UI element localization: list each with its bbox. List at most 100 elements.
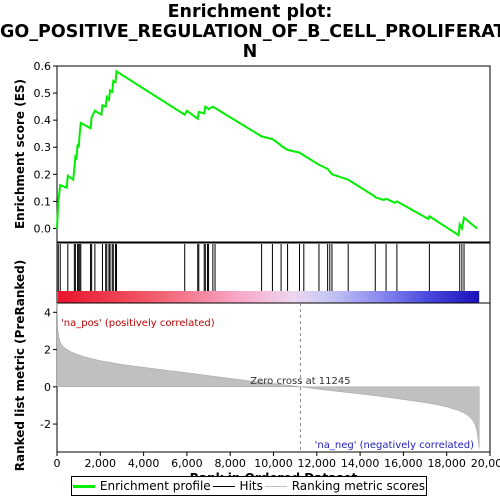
legend-label-hits: Hits	[239, 479, 263, 493]
es-point-41	[287, 149, 289, 151]
xtick-label-1: 2,000	[85, 457, 117, 470]
es-panel-frame	[56, 65, 491, 243]
es-ytick-label-0: 0.0	[34, 222, 52, 235]
es-point-61	[476, 227, 478, 230]
es-point-51	[383, 199, 385, 201]
xtick-label-7: 14,000	[341, 457, 380, 470]
es-point-29	[197, 118, 199, 120]
es-point-28	[186, 110, 188, 112]
es-point-31	[203, 112, 205, 114]
es-point-16	[94, 110, 96, 112]
title-line-2: GO_POSITIVE_REGULATION_OF_B_CELL_PROLIFE…	[0, 22, 500, 42]
es-point-18	[101, 104, 104, 106]
es-point-21	[108, 99, 110, 101]
chart-title: Enrichment plot: GO_POSITIVE_REGULATION_…	[0, 2, 500, 62]
es-point-2	[59, 184, 61, 186]
es-point-38	[271, 138, 273, 140]
es-point-5	[72, 179, 74, 181]
es-point-24	[112, 80, 114, 82]
legend-item-hits: Hits	[212, 479, 263, 493]
ranking-metric-area	[56, 302, 480, 449]
es-point-15	[91, 116, 93, 118]
legend: Enrichment profile Hits Ranking metric s…	[71, 476, 427, 496]
es-point-12	[80, 122, 82, 124]
es-point-19	[105, 106, 107, 108]
es-point-53	[394, 202, 396, 204]
es-point-55	[427, 218, 429, 220]
xtick-label-3: 6,000	[171, 457, 203, 470]
es-point-20	[106, 96, 108, 98]
es-point-22	[109, 89, 111, 91]
xtick-label-8: 16,000	[384, 457, 423, 470]
annotation-neg: 'na_neg' (negatively correlated)	[315, 440, 474, 451]
metric-ytick-label-2: 2	[44, 344, 51, 357]
es-point-39	[279, 143, 281, 146]
es-point-37	[261, 135, 263, 137]
es-point-26	[115, 70, 118, 72]
enrichment-profile-line	[56, 69, 478, 237]
es-point-52	[385, 198, 387, 200]
es-point-36	[214, 107, 216, 109]
es-point-0	[56, 227, 58, 230]
es-point-7	[74, 156, 76, 158]
es-point-27	[184, 114, 186, 116]
metric-ytick-label-0: -2	[40, 418, 51, 431]
es-point-1	[57, 200, 59, 202]
legend-swatch-profile	[72, 484, 95, 488]
title-line-3: N	[242, 42, 258, 62]
xtick-label-9: 18,000	[427, 457, 466, 470]
xtick-label-6: 12,000	[298, 457, 337, 470]
es-point-50	[374, 196, 376, 198]
es-point-46	[329, 171, 331, 173]
es-ytick-label-2: 0.2	[34, 168, 52, 181]
xtick-label-4: 8,000	[214, 457, 246, 470]
metric-ytick-label-3: 4	[44, 306, 51, 319]
es-point-56	[428, 215, 430, 217]
es-point-13	[82, 123, 84, 125]
es-point-54	[396, 200, 398, 202]
annotation-zero-cross: Zero cross at 11245	[250, 376, 350, 387]
xtick-label-5: 10,000	[254, 457, 293, 470]
es-point-49	[373, 195, 375, 197]
legend-label-metric: Ranking metric scores	[291, 479, 426, 493]
rank-color-band	[58, 291, 480, 303]
es-point-33	[206, 107, 209, 109]
es-ytick-label-4: 0.4	[34, 114, 52, 127]
legend-swatch-metric	[264, 485, 287, 487]
es-point-48	[347, 179, 349, 181]
es-point-8	[75, 157, 78, 159]
es-point-30	[198, 111, 200, 113]
es-ytick-label-5: 0.5	[34, 87, 52, 100]
xtick-label-0: 0	[54, 457, 61, 470]
es-point-42	[298, 152, 301, 154]
es-point-60	[463, 217, 465, 219]
es-point-10	[78, 146, 80, 148]
es-point-6	[73, 168, 75, 170]
es-point-4	[67, 175, 69, 177]
legend-label-profile: Enrichment profile	[99, 479, 211, 493]
annotation-pos: 'na_pos' (positively correlated)	[61, 318, 215, 329]
es-point-40	[280, 145, 282, 147]
xtick-label-10: 20,000	[471, 457, 500, 470]
es-point-45	[327, 168, 329, 170]
es-point-23	[111, 91, 113, 93]
es-point-47	[331, 173, 333, 175]
xtick-label-2: 4,000	[128, 457, 160, 470]
es-ytick-label-3: 0.3	[34, 141, 52, 154]
legend-item-metric: Ranking metric scores	[264, 479, 426, 493]
legend-swatch-hits	[212, 485, 235, 487]
es-ylabel: Enrichment score (ES)	[13, 79, 27, 229]
es-point-9	[77, 143, 79, 146]
legend-item-profile: Enrichment profile	[72, 479, 211, 493]
es-point-11	[79, 133, 81, 135]
es-ytick-label-1: 0.1	[34, 195, 52, 208]
es-point-43	[303, 154, 305, 156]
es-point-59	[461, 227, 463, 230]
es-point-34	[207, 108, 210, 110]
es-point-32	[204, 106, 206, 108]
title-line-1: Enrichment plot:	[167, 2, 333, 22]
es-point-3	[66, 187, 68, 189]
es-point-25	[114, 81, 117, 83]
es-point-57	[458, 234, 460, 236]
